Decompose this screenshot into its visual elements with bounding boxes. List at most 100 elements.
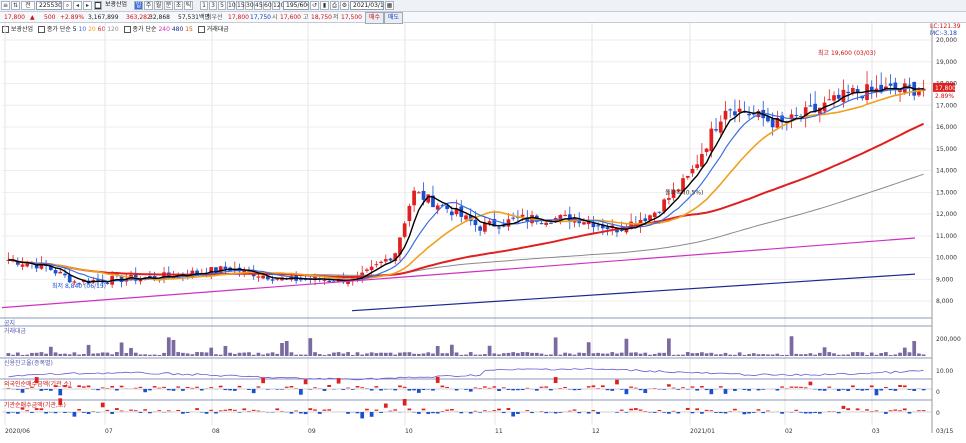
volume-bar: [327, 354, 332, 356]
bar-icon[interactable]: ▮: [320, 1, 329, 10]
candle-body: [431, 195, 435, 208]
institution-bar: [671, 410, 676, 412]
institution-bar: [133, 410, 138, 412]
period-tab-2[interactable]: 월: [154, 1, 163, 10]
gear-icon[interactable]: ⚙: [340, 1, 349, 10]
legend-box-icon: [123, 26, 131, 33]
volume-bar: [761, 354, 766, 356]
period-button-60[interactable]: 60: [263, 1, 272, 10]
institution-bar: [704, 409, 709, 411]
foreign-bar: [299, 389, 303, 395]
period-button-45[interactable]: 45: [254, 1, 263, 10]
volume-bar: [884, 352, 888, 356]
institution-bar: [747, 412, 751, 414]
institution-bar: [11, 412, 15, 413]
volume-bar: [275, 353, 280, 356]
search-icon[interactable]: ⌕: [63, 1, 72, 10]
institution-bar: [445, 409, 449, 411]
volume-bar: [77, 354, 81, 356]
candle-body: [464, 215, 468, 220]
volume-bar: [865, 354, 869, 356]
volume-bar: [346, 352, 350, 356]
volume-bar: [501, 353, 506, 356]
date-field[interactable]: 2021/03/15: [350, 1, 384, 10]
reset-icon[interactable]: ↺: [310, 1, 319, 10]
institution-bar: [629, 408, 633, 411]
period-button-1[interactable]: 1: [200, 1, 208, 10]
period-button-10[interactable]: 10: [227, 1, 236, 10]
period-button-120[interactable]: 120: [272, 1, 285, 10]
credit-ratio-line: [8, 367, 924, 381]
institution-bar: [780, 412, 784, 414]
foreign-bar: [667, 384, 671, 387]
volume-bar: [596, 352, 600, 356]
market-select[interactable]: 전: [21, 1, 35, 10]
institution-bar: [893, 409, 898, 411]
prev-stock-button[interactable]: ◂: [73, 1, 82, 10]
period-tab-1[interactable]: 주: [144, 1, 153, 10]
volume-bar: [63, 353, 67, 356]
calendar-icon[interactable]: ▦: [385, 1, 394, 10]
period-tab-5[interactable]: 틱: [184, 1, 193, 10]
period-tab-4[interactable]: 초: [174, 1, 183, 10]
volume-bar: [780, 354, 784, 356]
volume-bar: [539, 353, 544, 356]
link-icon[interactable]: ⇅: [11, 1, 20, 10]
ma5-line: [8, 86, 924, 283]
period-tab-0[interactable]: 일: [134, 1, 143, 10]
print-icon[interactable]: ⎙: [330, 1, 339, 10]
volume-bar: [700, 352, 704, 356]
volume-bar: [454, 352, 459, 356]
foreign-bar: [435, 376, 440, 383]
foreign-bar: [577, 389, 582, 391]
candle-body: [629, 221, 633, 230]
institution-bar: [81, 412, 86, 413]
buy-button[interactable]: 매수: [365, 12, 385, 24]
period-button-3[interactable]: 3: [209, 1, 217, 10]
institution-bar: [185, 412, 190, 413]
lock-icon[interactable]: ■: [94, 1, 102, 10]
sell-button[interactable]: 매도: [384, 12, 404, 24]
mc-indicator: MC:-3.18: [930, 30, 957, 37]
next-stock-button[interactable]: ▸: [83, 1, 92, 10]
volume-bar: [728, 354, 733, 356]
ma240-line: [1, 237, 916, 309]
volume-bar: [921, 354, 926, 356]
candle-body: [704, 148, 709, 152]
candle-body: [374, 264, 379, 266]
volume-bar: [464, 354, 468, 356]
institution-bar: [596, 412, 600, 414]
volume-bar: [563, 352, 567, 356]
volume-bar: [20, 354, 25, 356]
foreign-bar: [383, 389, 388, 390]
menu-icon[interactable]: ≡: [1, 1, 10, 10]
institution-bar: [58, 398, 63, 406]
foreign-bar: [808, 381, 813, 386]
count-field[interactable]: 195/600: [283, 1, 309, 10]
institution-bar: [110, 412, 115, 414]
period-button-15[interactable]: 15: [236, 1, 245, 10]
institution-bar: [426, 412, 431, 414]
foreign-bar: [483, 386, 487, 388]
stock-name: 보광산업: [105, 1, 128, 8]
foreign-bar: [63, 385, 67, 388]
volume-bar: [704, 353, 709, 356]
volume-bar: [799, 354, 803, 356]
volume-bar: [6, 353, 11, 356]
foreign-bar: [454, 389, 459, 391]
institution-bar: [577, 412, 582, 414]
legend-ma20: 20: [88, 26, 96, 33]
foreign-bar: [58, 389, 63, 396]
period-tab-3[interactable]: 분: [164, 1, 173, 10]
period-button-5[interactable]: 5: [218, 1, 226, 10]
candle-body: [662, 199, 667, 212]
institution-bar: [817, 412, 822, 414]
institution-bar: [709, 410, 714, 412]
stock-code-input[interactable]: 225530: [36, 1, 62, 10]
foreign-bar: [181, 389, 185, 391]
period-button-30[interactable]: 30: [245, 1, 254, 10]
foreign-bar: [643, 389, 648, 394]
stock-chart[interactable]: 20,00019,00018,00017,00016,00015,00014,0…: [0, 23, 966, 443]
institution-bar: [449, 409, 454, 411]
low-annotation: 최저 8,840 (06/15): [52, 282, 106, 290]
